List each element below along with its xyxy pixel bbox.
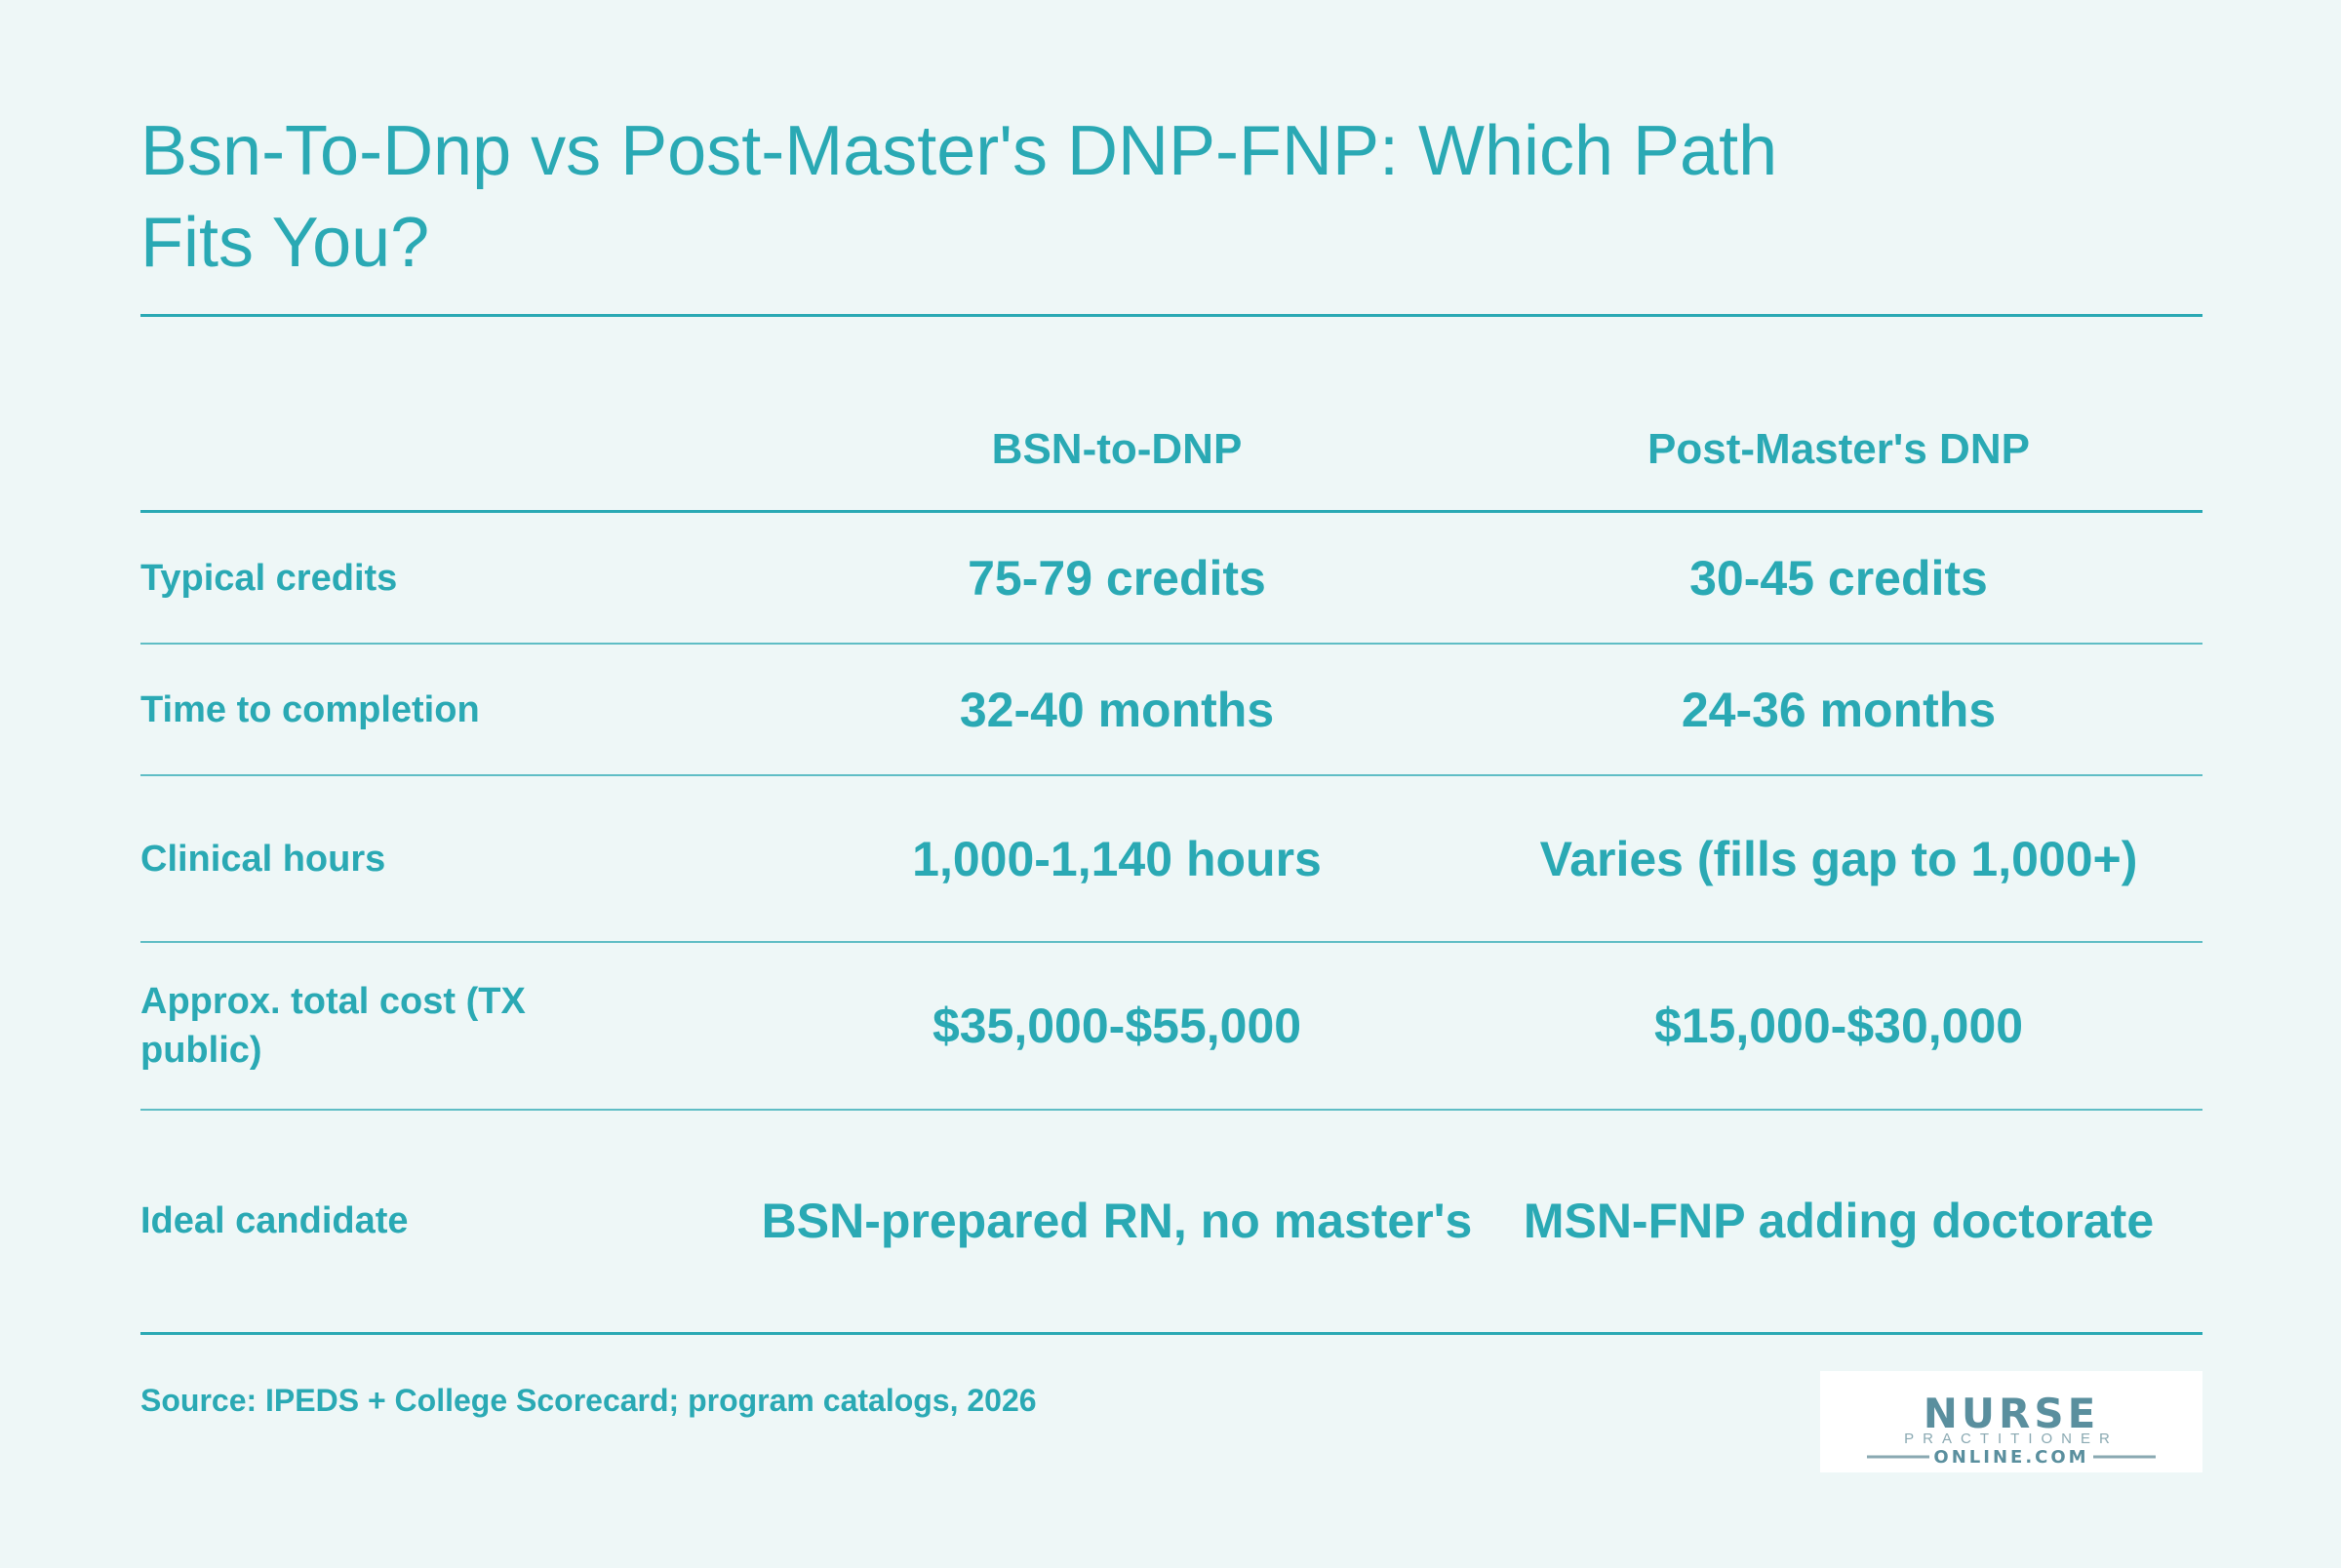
row-label: Typical credits <box>140 558 398 599</box>
logo-line-practitioner: PRACTITIONER <box>1904 1431 2119 1447</box>
row-label: Clinical hours <box>140 838 386 880</box>
cell-bsn-to-dnp: 1,000-1,140 hours <box>912 831 1322 886</box>
cell-post-masters-dnp: $15,000-$30,000 <box>1653 999 2024 1053</box>
row-label: Ideal candidate <box>140 1200 409 1241</box>
bottom-divider <box>140 1332 2202 1335</box>
row-label: Approx. total cost (TX public) <box>140 981 526 1071</box>
column-header-bsn-to-dnp: BSN-to-DNP <box>991 425 1243 473</box>
row-divider <box>140 1109 2202 1111</box>
cell-post-masters-dnp: 30-45 credits <box>1689 551 1988 606</box>
nurse-practitioner-online-logo: NURSE PRACTITIONER ONLINE.COM <box>1820 1371 2202 1472</box>
page-title: Bsn-To-Dnp vs Post-Master's DNP-FNP: Whi… <box>140 112 1778 282</box>
logo-line-online: ONLINE.COM <box>1933 1447 2088 1468</box>
source-note: Source: IPEDS + College Scorecard; progr… <box>140 1383 1037 1418</box>
title-divider <box>140 314 2202 317</box>
cell-bsn-to-dnp: 75-79 credits <box>968 551 1266 606</box>
cell-bsn-to-dnp: 32-40 months <box>959 682 1275 737</box>
row-divider <box>140 643 2202 645</box>
header-divider <box>140 510 2202 513</box>
cell-post-masters-dnp: MSN-FNP adding doctorate <box>1523 1194 2155 1248</box>
column-header-post-masters-dnp: Post-Master's DNP <box>1647 425 2030 473</box>
cell-bsn-to-dnp: BSN-prepared RN, no master's <box>761 1194 1473 1248</box>
row-divider <box>140 774 2202 776</box>
row-label: Time to completion <box>140 688 480 730</box>
cell-post-masters-dnp: 24-36 months <box>1681 682 1997 737</box>
row-divider <box>140 941 2202 943</box>
cell-post-masters-dnp: Varies (fills gap to 1,000+) <box>1539 831 2138 886</box>
cell-bsn-to-dnp: $35,000-$55,000 <box>932 999 1302 1053</box>
logo-line-nurse: NURSE <box>1924 1390 2100 1437</box>
